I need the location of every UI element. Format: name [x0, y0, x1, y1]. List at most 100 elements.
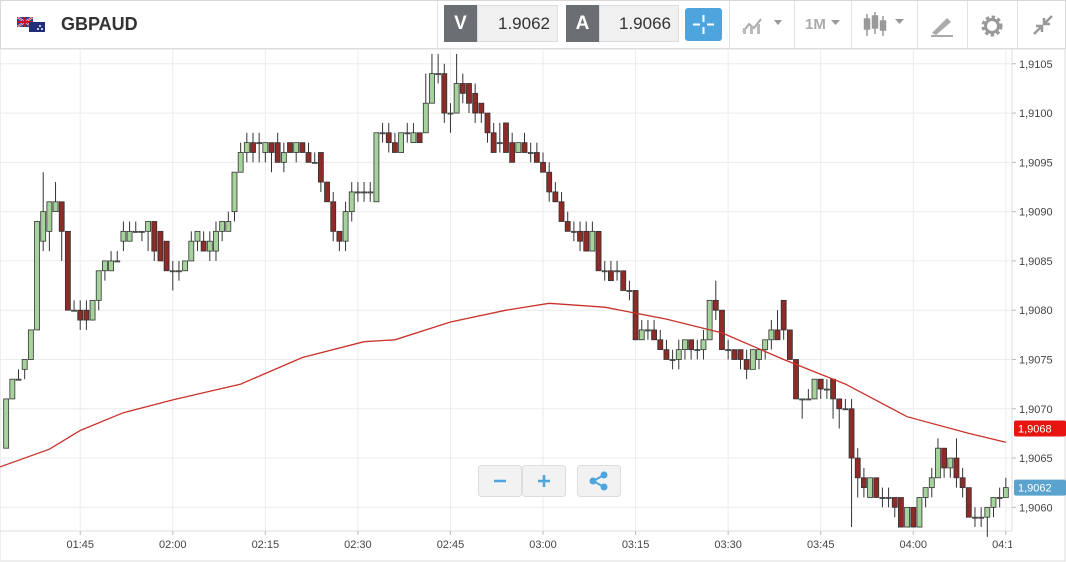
- candle-body: [663, 349, 670, 360]
- candle-body: [280, 152, 287, 163]
- ask-label[interactable]: A: [566, 5, 599, 42]
- candle-body: [188, 240, 195, 262]
- candle-body: [15, 378, 22, 381]
- candle-body: [293, 142, 300, 153]
- bid-label[interactable]: V: [444, 5, 477, 42]
- candle-body: [77, 309, 84, 321]
- candle-body: [632, 290, 639, 341]
- ask-price[interactable]: 1.9066: [599, 5, 679, 42]
- x-axis-labels: 01:45 02:00 02:15 02:30 02:45 03:00 03:15 03:30…: [66, 531, 1020, 551]
- candle-body: [243, 142, 250, 153]
- candle-body: [712, 299, 719, 311]
- candle-body: [484, 112, 491, 134]
- candle-body: [287, 142, 293, 153]
- candle-body: [910, 506, 917, 528]
- candle-body: [398, 132, 404, 153]
- candle-body: [941, 447, 948, 469]
- candle-body: [694, 349, 701, 352]
- y-tick-label: 1,9080: [1019, 305, 1053, 317]
- candle-body: [145, 221, 151, 232]
- x-tick-label: 03:45: [807, 539, 835, 551]
- settings-button[interactable]: [979, 13, 1005, 39]
- separator: [917, 1, 918, 48]
- candle-body: [379, 132, 386, 135]
- candle-body: [219, 221, 226, 232]
- x-tick-label: 02:15: [252, 539, 280, 551]
- candle-body: [737, 349, 744, 360]
- x-tick-label: 03:15: [622, 539, 650, 551]
- share-button[interactable]: [577, 465, 621, 497]
- candle-body: [176, 270, 182, 273]
- candle-body: [959, 477, 966, 489]
- candle-body: [157, 230, 164, 262]
- toolbar: GBPAUD V 1.9062 A 1.9066 1M: [0, 0, 1066, 49]
- candle-body: [441, 73, 448, 114]
- candle-body: [373, 132, 380, 203]
- candle-body: [898, 497, 904, 528]
- candle-body: [262, 142, 269, 153]
- candle-body: [799, 398, 806, 401]
- candle-body: [503, 122, 509, 153]
- candle-body: [9, 378, 16, 400]
- candle-body: [873, 477, 880, 498]
- separator: [967, 1, 968, 48]
- chart-type-button[interactable]: [741, 14, 787, 36]
- candle-body: [459, 83, 466, 94]
- candle-body: [95, 270, 102, 301]
- separator: [729, 1, 730, 48]
- candle-body: [762, 339, 769, 351]
- candle-body: [299, 142, 306, 153]
- separator: [851, 1, 852, 48]
- candle-body: [225, 221, 232, 232]
- candle-body: [40, 211, 47, 242]
- candle-body: [564, 221, 571, 232]
- candle-body: [367, 191, 374, 194]
- candle-body: [466, 83, 472, 104]
- candle-body: [213, 230, 219, 252]
- x-tick-label: 04:00: [900, 539, 928, 551]
- candle-body: [114, 260, 121, 263]
- candle-body: [317, 152, 324, 183]
- x-tick-label: 02:00: [159, 539, 187, 551]
- chart: 1,9060 1,9065 1,9070 1,9075 1,9080 1,9085 1,90…: [0, 49, 1066, 562]
- candle-body: [64, 230, 71, 311]
- collapse-button[interactable]: [1030, 12, 1056, 38]
- candle-type-button[interactable]: [861, 11, 909, 39]
- candle-body: [34, 221, 40, 331]
- candle-body: [823, 388, 830, 391]
- price-marker-label: 1,9068: [1018, 423, 1052, 435]
- candle-body: [626, 290, 633, 292]
- candle-body: [786, 329, 793, 360]
- candle-body: [651, 329, 657, 341]
- candle-body: [614, 270, 620, 273]
- candle-body: [151, 221, 158, 252]
- candle-body: [935, 447, 941, 479]
- candle-body: [490, 132, 497, 153]
- candle-body: [583, 230, 590, 252]
- bid-price[interactable]: 1.9062: [477, 5, 558, 42]
- crosshair-button[interactable]: [685, 8, 722, 41]
- candle-body: [706, 299, 713, 341]
- candle-body: [793, 359, 799, 400]
- candle-body: [719, 309, 725, 351]
- candle-body: [416, 132, 423, 144]
- candle-body: [700, 339, 707, 351]
- candle-body: [836, 398, 843, 410]
- draw-button[interactable]: [929, 13, 955, 37]
- candle-body: [904, 506, 910, 528]
- share-icon: [589, 471, 608, 491]
- x-tick-label: 02:30: [344, 539, 372, 551]
- x-tick-label: 04:15: [992, 539, 1020, 551]
- candle-body: [589, 230, 596, 252]
- candle-body: [515, 142, 522, 153]
- candle-body: [984, 506, 991, 518]
- candle-body: [509, 142, 516, 163]
- candle-body: [52, 201, 59, 213]
- timeframe[interactable]: 1M: [805, 16, 826, 33]
- candle-body: [817, 378, 824, 390]
- candle-body: [533, 152, 540, 163]
- timeframe-caret[interactable]: [829, 14, 843, 36]
- x-tick-label: 01:45: [66, 539, 94, 551]
- candle-body: [861, 477, 867, 489]
- candle-body: [453, 83, 460, 114]
